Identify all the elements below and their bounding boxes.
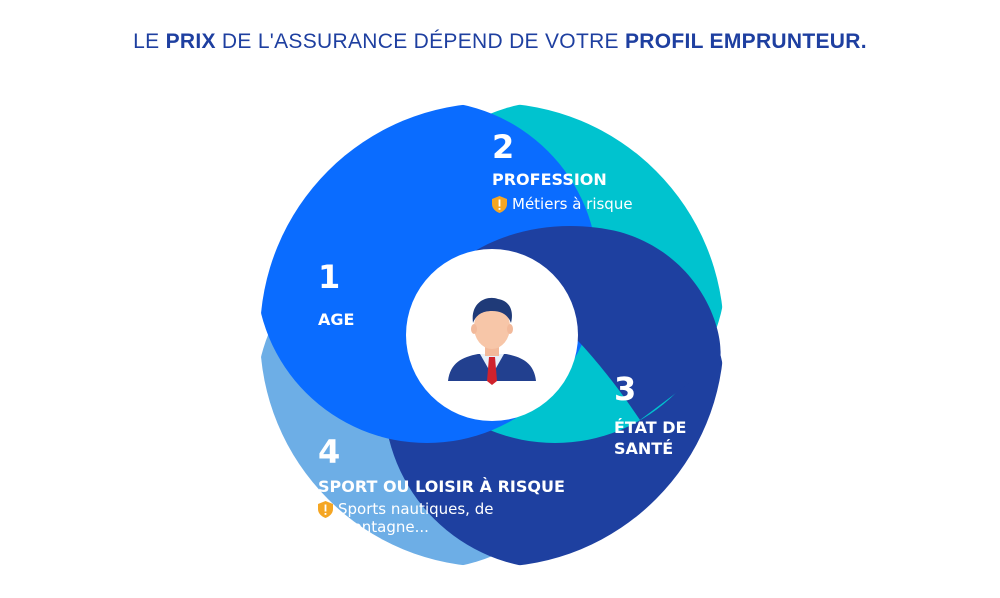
factor-detail: Sports nautiques, de montagne... [318,500,565,536]
factor-profession: 2 PROFESSION Métiers à risque [492,128,633,213]
factor-label-line1: ÉTAT DE [614,418,687,437]
businessman-icon [448,297,536,385]
factor-sport: 4 SPORT OU LOISIR À RISQUE Sports nautiq… [318,433,565,536]
warning-shield-icon [318,501,333,518]
factor-number: 4 [318,433,341,471]
factor-label: SPORT OU LOISIR À RISQUE [318,477,565,496]
factor-age: 1 AGE [318,258,354,329]
factor-label: AGE [318,310,355,329]
factor-label-line2: SANTÉ [614,439,674,458]
page-title: LE PRIX DE L'ASSURANCE DÉPEND DE VOTRE P… [133,30,867,53]
factor-sante: 3 ÉTAT DE SANTÉ [614,370,686,458]
factor-number: 3 [614,370,637,408]
factor-number: 1 [318,258,341,296]
factor-number: 2 [492,128,515,166]
factor-detail: Métiers à risque [492,195,633,213]
factor-label: PROFESSION [492,170,607,189]
warning-shield-icon [492,196,507,213]
